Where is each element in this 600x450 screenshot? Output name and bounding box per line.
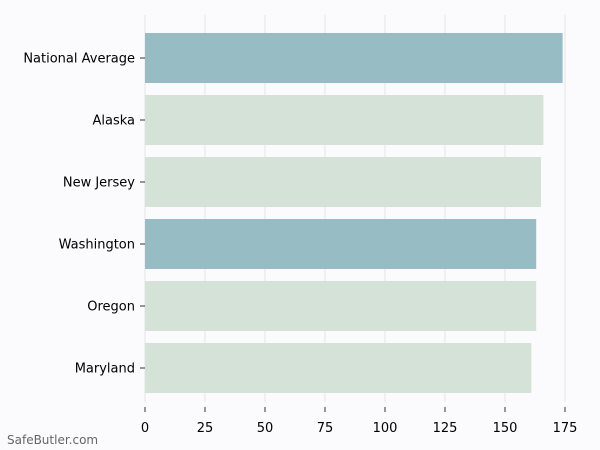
x-tick-label: 0: [141, 421, 149, 436]
bar-new-jersey: [145, 157, 541, 207]
watermark-text: SafeButler.com: [7, 433, 99, 447]
bar-maryland: [145, 343, 532, 393]
x-tick-label: 25: [197, 421, 214, 436]
x-tick-label: 75: [317, 421, 334, 436]
bars: [145, 33, 563, 393]
bar-national-average: [145, 33, 563, 83]
category-labels: National Average Alaska New Jersey Washingt…: [23, 52, 145, 377]
x-axis-ticks: 0 25 50 75 100 125 150 175: [141, 407, 578, 436]
bar-oregon: [145, 281, 537, 331]
category-label: Maryland: [75, 362, 135, 377]
category-label: Alaska: [92, 114, 135, 129]
bar-washington: [145, 219, 537, 269]
category-label: New Jersey: [63, 176, 135, 191]
category-label: National Average: [23, 52, 135, 67]
category-label: Oregon: [87, 300, 135, 315]
x-tick-label: 100: [373, 421, 398, 436]
x-tick-label: 50: [257, 421, 274, 436]
category-label: Washington: [59, 238, 135, 253]
x-tick-label: 150: [493, 421, 518, 436]
x-tick-label: 175: [553, 421, 578, 436]
x-tick-label: 125: [433, 421, 458, 436]
bar-alaska: [145, 95, 544, 145]
